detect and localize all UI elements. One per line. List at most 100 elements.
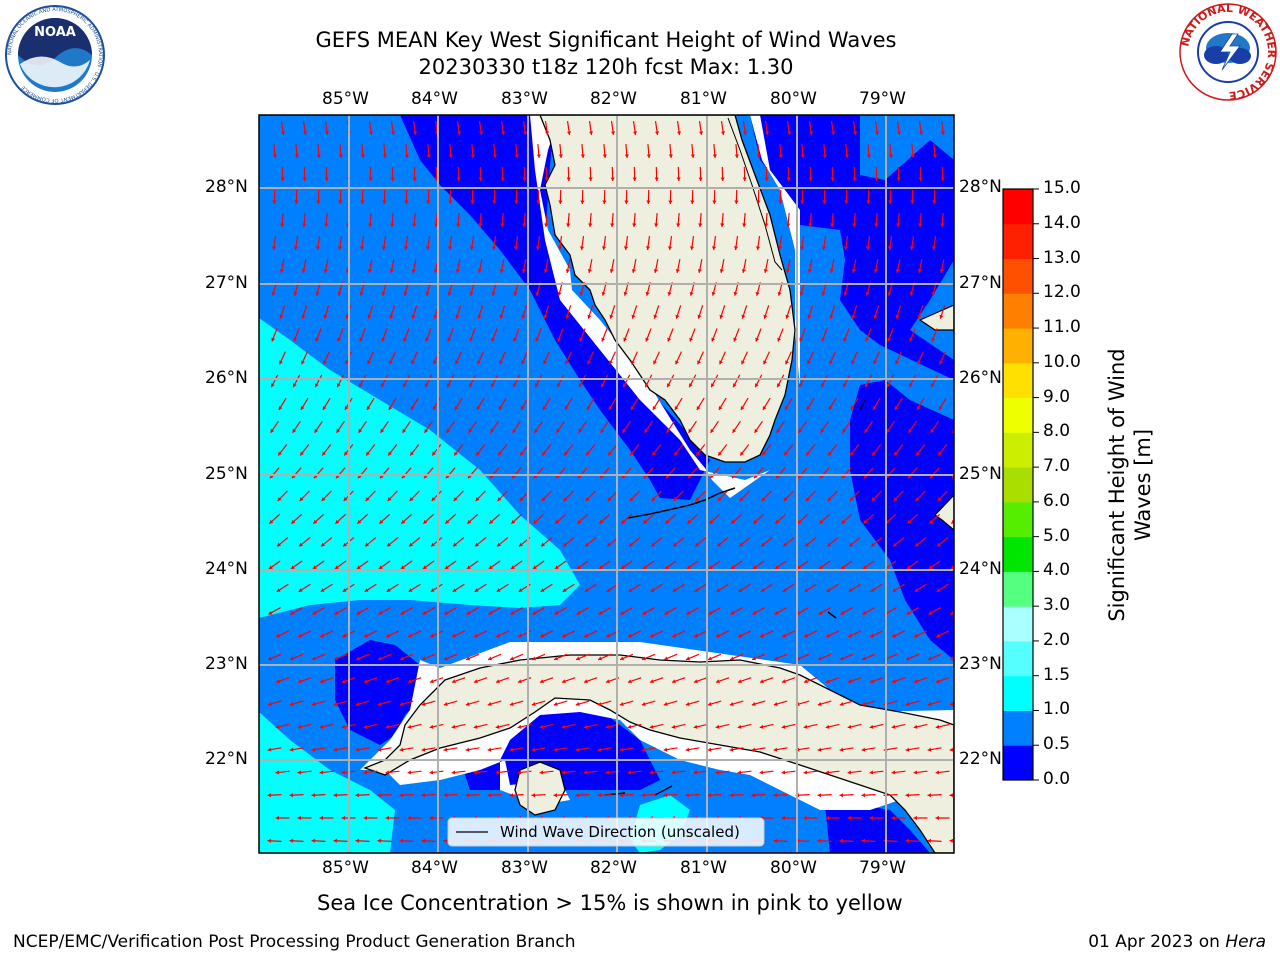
wave-direction-arrowhead — [426, 154, 431, 158]
wave-direction-arrowhead — [866, 154, 871, 158]
colorbar-segment — [1003, 536, 1033, 572]
wave-direction-arrowhead — [448, 200, 453, 204]
wave-direction-arrowhead — [950, 656, 954, 661]
wave-direction-arrowhead — [733, 291, 738, 296]
wave-direction-arrowhead — [931, 337, 936, 342]
wave-direction-arrowhead — [909, 383, 913, 388]
wave-direction-arrowhead — [696, 405, 701, 410]
wave-direction-arrowhead — [740, 451, 744, 456]
wave-direction-arrowhead — [906, 565, 911, 570]
wave-direction-arrowhead — [935, 724, 940, 729]
wave-direction-arrowhead — [687, 519, 692, 524]
wave-direction-arrowhead — [399, 702, 404, 706]
wave-direction-arrowhead — [776, 428, 781, 433]
wave-direction-arrowhead — [631, 269, 636, 273]
wave-direction-arrowhead — [623, 383, 627, 388]
wave-direction-arrowhead — [491, 291, 496, 296]
wave-direction-arrowhead — [873, 269, 878, 273]
wave-direction-arrowhead — [511, 519, 516, 524]
colorbar-segment — [1003, 745, 1033, 781]
lon-label: 85°W — [322, 89, 369, 109]
wave-direction-arrowhead — [910, 200, 915, 204]
wave-direction-arrowhead — [601, 246, 607, 250]
wave-direction-arrowhead — [675, 269, 680, 273]
wave-direction-arrowhead — [777, 383, 781, 388]
wave-direction-arrowhead — [520, 451, 524, 456]
wave-direction-arrowhead — [607, 497, 612, 502]
wave-direction-arrowhead — [729, 747, 734, 752]
wave-direction-arrow — [964, 121, 966, 135]
wave-direction-arrowhead — [643, 519, 648, 524]
wave-direction-arrowhead — [430, 633, 435, 638]
wave-direction-arrowhead — [644, 428, 649, 433]
wave-direction-arrowhead — [905, 702, 910, 706]
wave-direction-arrowhead — [954, 201, 958, 204]
wave-direction-arrowhead — [938, 451, 942, 456]
wave-direction-arrowhead — [675, 360, 679, 365]
wave-direction-arrowhead — [411, 360, 415, 365]
wave-direction-arrowhead — [775, 519, 780, 524]
wave-direction-arrow — [959, 584, 971, 592]
wave-direction-arrowhead — [487, 747, 492, 752]
wave-direction-arrowhead — [299, 542, 304, 547]
wave-direction-arrowhead — [690, 200, 695, 204]
wave-direction-arrowhead — [895, 269, 900, 273]
wave-direction-arrowhead — [456, 177, 461, 181]
wave-direction-arrowhead — [315, 337, 320, 342]
wave-direction-arrowhead — [839, 793, 844, 798]
wave-direction-arrowhead — [606, 588, 611, 592]
wave-direction-arrowhead — [843, 291, 848, 296]
lon-label: 80°W — [770, 858, 817, 878]
wave-direction-arrowhead — [696, 451, 700, 456]
wave-direction-arrowhead — [298, 633, 303, 638]
wave-direction-arrowhead — [676, 131, 682, 135]
wave-direction-arrowhead — [642, 610, 647, 615]
colorbar-tick-label: 10.0 — [1043, 351, 1081, 372]
wave-direction-arrowhead — [363, 679, 368, 684]
wave-direction-arrowhead — [601, 337, 606, 342]
wave-direction-arrowhead — [940, 223, 945, 227]
wave-direction-arrowhead — [631, 360, 635, 365]
wave-direction-arrowhead — [697, 360, 701, 365]
wave-direction-arrowhead — [632, 223, 637, 227]
wave-direction-arrowhead — [939, 269, 944, 273]
wave-direction-arrowhead — [487, 793, 492, 798]
wave-direction-arrowhead — [667, 291, 672, 296]
wave-direction-arrowhead — [663, 747, 668, 752]
wave-direction-arrowhead — [487, 702, 492, 706]
wave-direction-arrowhead — [587, 360, 591, 365]
wave-direction-arrowhead — [916, 451, 920, 456]
wave-direction-arrowhead — [268, 610, 273, 615]
wave-direction-arrowhead — [935, 679, 940, 684]
wave-direction-arrowhead — [465, 747, 470, 752]
wave-direction-arrowhead — [454, 451, 458, 456]
wave-direction-arrowhead — [337, 246, 343, 250]
wave-direction-arrowhead — [562, 588, 567, 592]
wave-direction-arrowhead — [928, 565, 933, 570]
wave-direction-arrowhead — [808, 131, 814, 135]
wave-direction-arrowhead — [763, 269, 768, 273]
wave-direction-arrowhead — [891, 679, 896, 684]
wave-direction-arrowhead — [399, 838, 404, 843]
wave-direction-arrowhead — [910, 154, 915, 158]
wave-direction-arrowhead — [874, 131, 880, 135]
wave-direction-arrowhead — [871, 542, 876, 547]
wave-direction-arrowhead — [342, 588, 347, 592]
wave-direction-arrowhead — [817, 793, 822, 798]
wave-direction-arrowhead — [852, 177, 857, 181]
wave-direction-arrowhead — [628, 633, 633, 638]
wave-direction-arrowhead — [674, 451, 678, 456]
wave-direction-arrowhead — [821, 337, 826, 342]
wave-direction-arrowhead — [848, 633, 853, 638]
wave-direction-arrowhead — [715, 679, 720, 684]
wave-direction-arrowhead — [386, 588, 391, 592]
map-subtitle: 20230330 t18z 120h fcst Max: 1.30 — [418, 55, 794, 79]
wave-direction-arrowhead — [629, 542, 634, 547]
wave-direction-arrowhead — [782, 633, 787, 638]
wave-direction-arrowhead — [378, 610, 383, 615]
wave-direction-arrowhead — [708, 565, 713, 570]
wave-direction-arrowhead — [597, 793, 602, 798]
wave-direction-arrowhead — [913, 815, 917, 821]
wave-direction-arrowhead — [651, 497, 656, 502]
